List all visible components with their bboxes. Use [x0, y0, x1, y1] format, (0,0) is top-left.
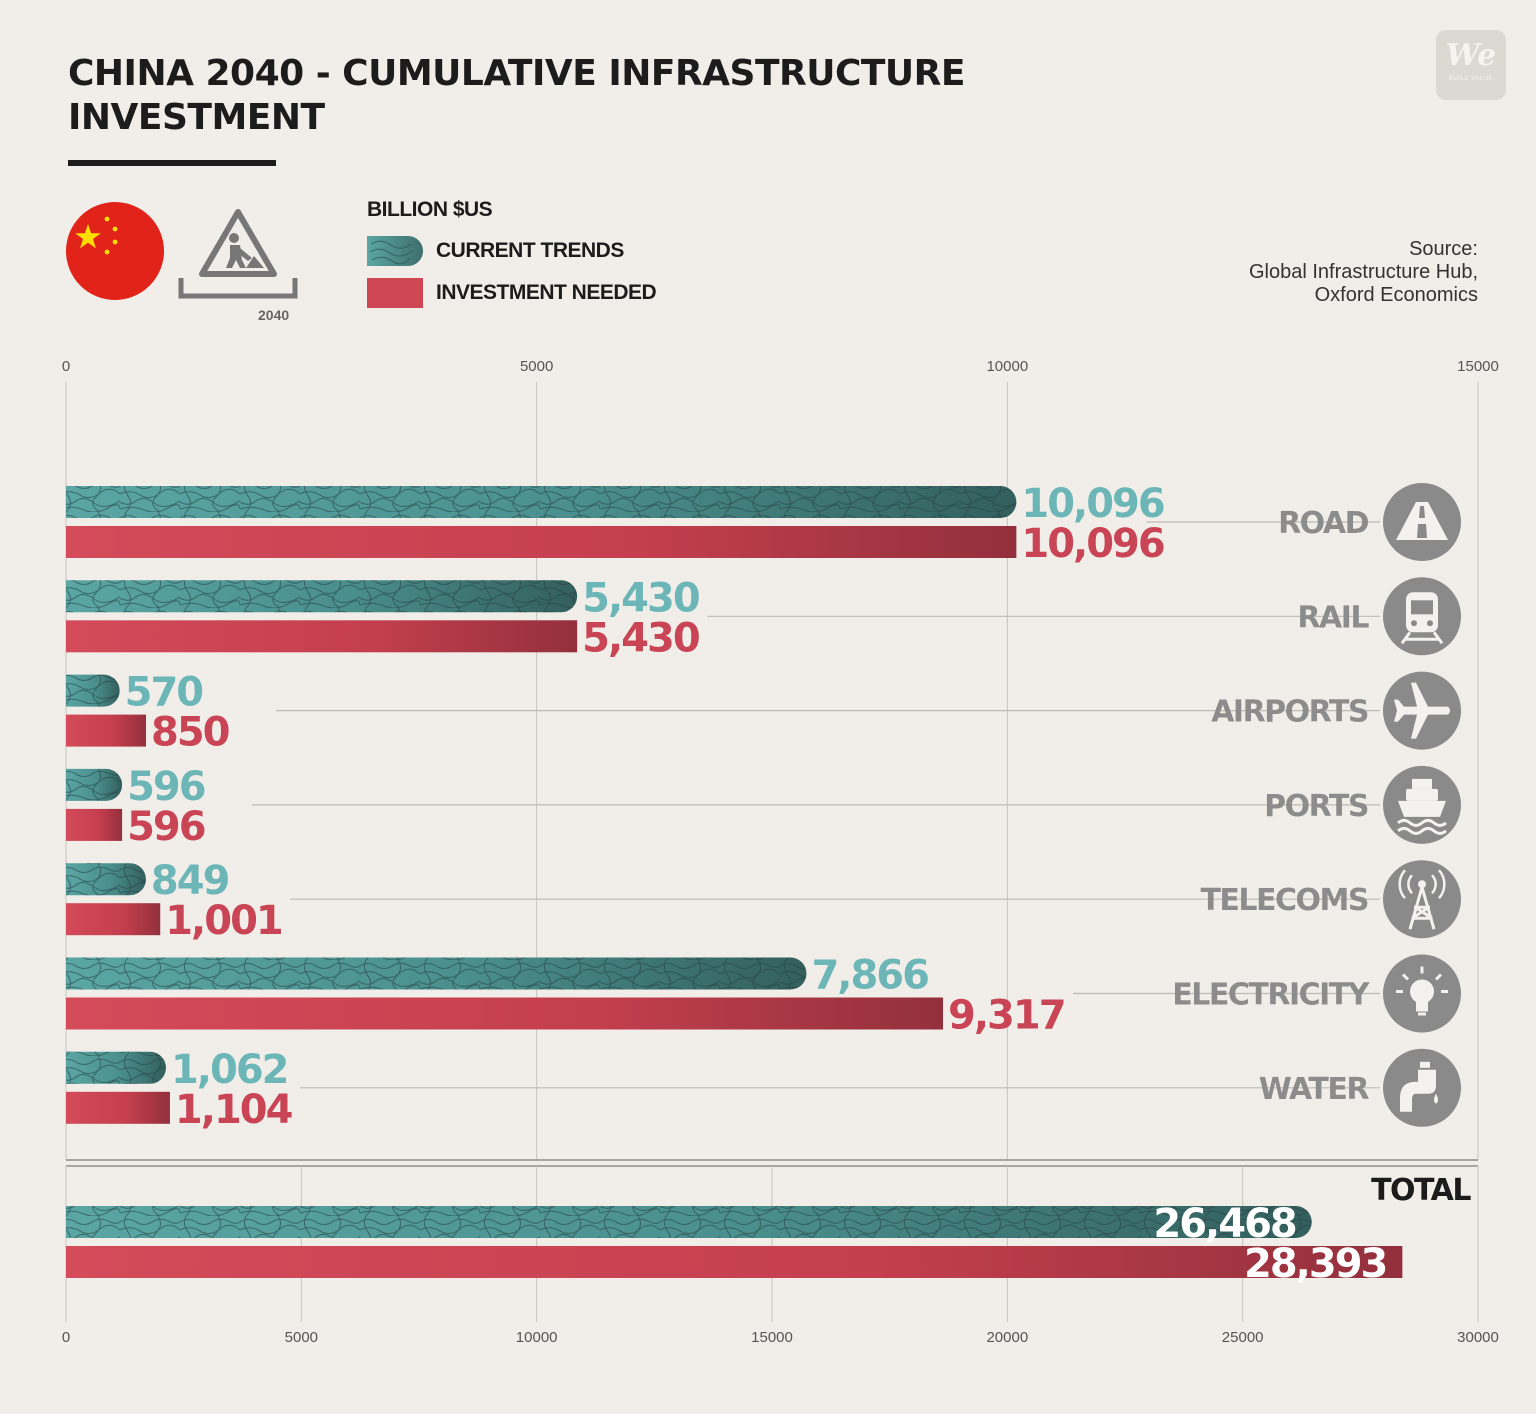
- chart-title: CHINA 2040 - CUMULATIVE INFRASTRUCTURE I…: [68, 53, 965, 138]
- value-label-investment-needed: 9,317: [948, 993, 1065, 1039]
- source-note: Source: Global Infrastructure Hub, Oxfor…: [1249, 238, 1478, 307]
- bar-investment-needed: [66, 714, 147, 747]
- x-tick-label: 0: [62, 1329, 70, 1346]
- value-label-current-trends: 570: [125, 670, 203, 716]
- legend-label-investment-needed: INVESTMENT NEEDED: [436, 281, 657, 304]
- legend-swatch-investment-needed: [367, 278, 423, 308]
- water-tap-icon: [1383, 1048, 1461, 1127]
- value-label-investment-needed: 1,001: [165, 898, 282, 944]
- construction-worker-icon: [178, 209, 298, 299]
- x-tick-label: 15000: [1457, 358, 1499, 375]
- source-line: Source:: [1409, 238, 1478, 260]
- x-tick-label: 15000: [751, 1329, 793, 1346]
- bar-current-trends: [66, 486, 1017, 518]
- value-label-investment-needed: 850: [151, 710, 229, 756]
- antenna-tower-icon: [1383, 860, 1461, 939]
- source-line: Global Infrastructure Hub,: [1249, 261, 1478, 283]
- category-label-ports: PORTS: [1264, 789, 1368, 824]
- bar-investment-needed: [66, 997, 944, 1030]
- x-tick-label: 5000: [285, 1329, 318, 1346]
- icon-year-label: 2040: [258, 307, 290, 323]
- light-bulb-icon: [1383, 954, 1461, 1033]
- x-tick-label: 10000: [986, 358, 1028, 375]
- we-build-value-logo: We BUILD VALUE: [1436, 30, 1506, 100]
- bar-investment-needed: [66, 1091, 170, 1124]
- bar-current-trends: [66, 957, 807, 990]
- bar-investment-needed: [66, 808, 123, 841]
- x-tick-label: 25000: [1222, 1329, 1264, 1346]
- unit-label: BILLION $US: [367, 198, 493, 221]
- bar-current-trends: [66, 580, 578, 613]
- value-label-current-trends: 7,866: [811, 953, 928, 999]
- category-label-telecoms: TELECOMS: [1200, 883, 1368, 918]
- x-tick-label: 20000: [986, 1329, 1028, 1346]
- x-tick-label: 30000: [1457, 1329, 1499, 1346]
- bar-investment-needed: [66, 620, 578, 653]
- value-label-investment-needed: 10,096: [1021, 521, 1164, 567]
- bar-current-trends: [66, 768, 123, 801]
- source-line: Oxford Economics: [1314, 284, 1478, 306]
- x-tick-label: 0: [62, 358, 70, 375]
- x-tick-label: 5000: [520, 358, 553, 375]
- value-label-total-investment-needed: 28,393: [1244, 1241, 1386, 1287]
- bar-investment-needed: [66, 903, 161, 936]
- china-flag-icon: [66, 202, 164, 300]
- category-label-water: WATER: [1259, 1072, 1370, 1107]
- category-label-road: ROAD: [1278, 506, 1369, 541]
- train-icon: [1383, 577, 1461, 656]
- value-label-current-trends: 596: [127, 764, 205, 810]
- grid-layer: 0 5000 10000 15000 0 5000 10000 15000 20000 25000…: [62, 358, 1499, 1346]
- bar-total-current-trends: [66, 1206, 1312, 1238]
- value-label-current-trends: 5,430: [582, 575, 699, 621]
- total-panel-title: TOTAL: [1371, 1173, 1471, 1208]
- bar-layer: [66, 486, 1403, 1278]
- label-layer: 10,09610,0965,4305,4305708505965968491,0…: [125, 481, 1389, 1287]
- value-label-total-current-trends: 26,468: [1153, 1201, 1296, 1247]
- value-label-investment-needed: 5,430: [582, 615, 699, 661]
- value-label-investment-needed: 596: [127, 804, 205, 850]
- value-label-current-trends: 1,062: [171, 1047, 288, 1093]
- road-icon: [1383, 483, 1461, 561]
- ship-icon: [1383, 765, 1461, 844]
- logo-text: We: [1445, 38, 1497, 73]
- category-label-rail: RAIL: [1297, 600, 1369, 635]
- bar-current-trends: [66, 674, 120, 707]
- category-layer: ROAD RAIL AIRPORTS PORTS TELECOMS ELECTRICITY…: [1172, 483, 1473, 1208]
- bar-investment-needed: [66, 526, 1017, 558]
- bar-current-trends: [66, 1051, 166, 1084]
- title-underline: [68, 160, 276, 166]
- bar-total-investment-needed: [66, 1246, 1403, 1278]
- legend-swatch-current-trends: [367, 236, 423, 266]
- category-label-electricity: ELECTRICITY: [1172, 978, 1370, 1013]
- logo-tagline: BUILD VALUE: [1448, 76, 1494, 82]
- value-label-investment-needed: 1,104: [175, 1087, 292, 1133]
- value-label-current-trends: 10,096: [1021, 481, 1164, 527]
- category-label-airports: AIRPORTS: [1211, 695, 1368, 730]
- bar-current-trends: [66, 863, 146, 896]
- x-tick-label: 10000: [516, 1329, 558, 1346]
- value-label-current-trends: 849: [151, 858, 229, 904]
- legend-label-current-trends: CURRENT TRENDS: [436, 239, 624, 262]
- airplane-icon: [1383, 671, 1461, 750]
